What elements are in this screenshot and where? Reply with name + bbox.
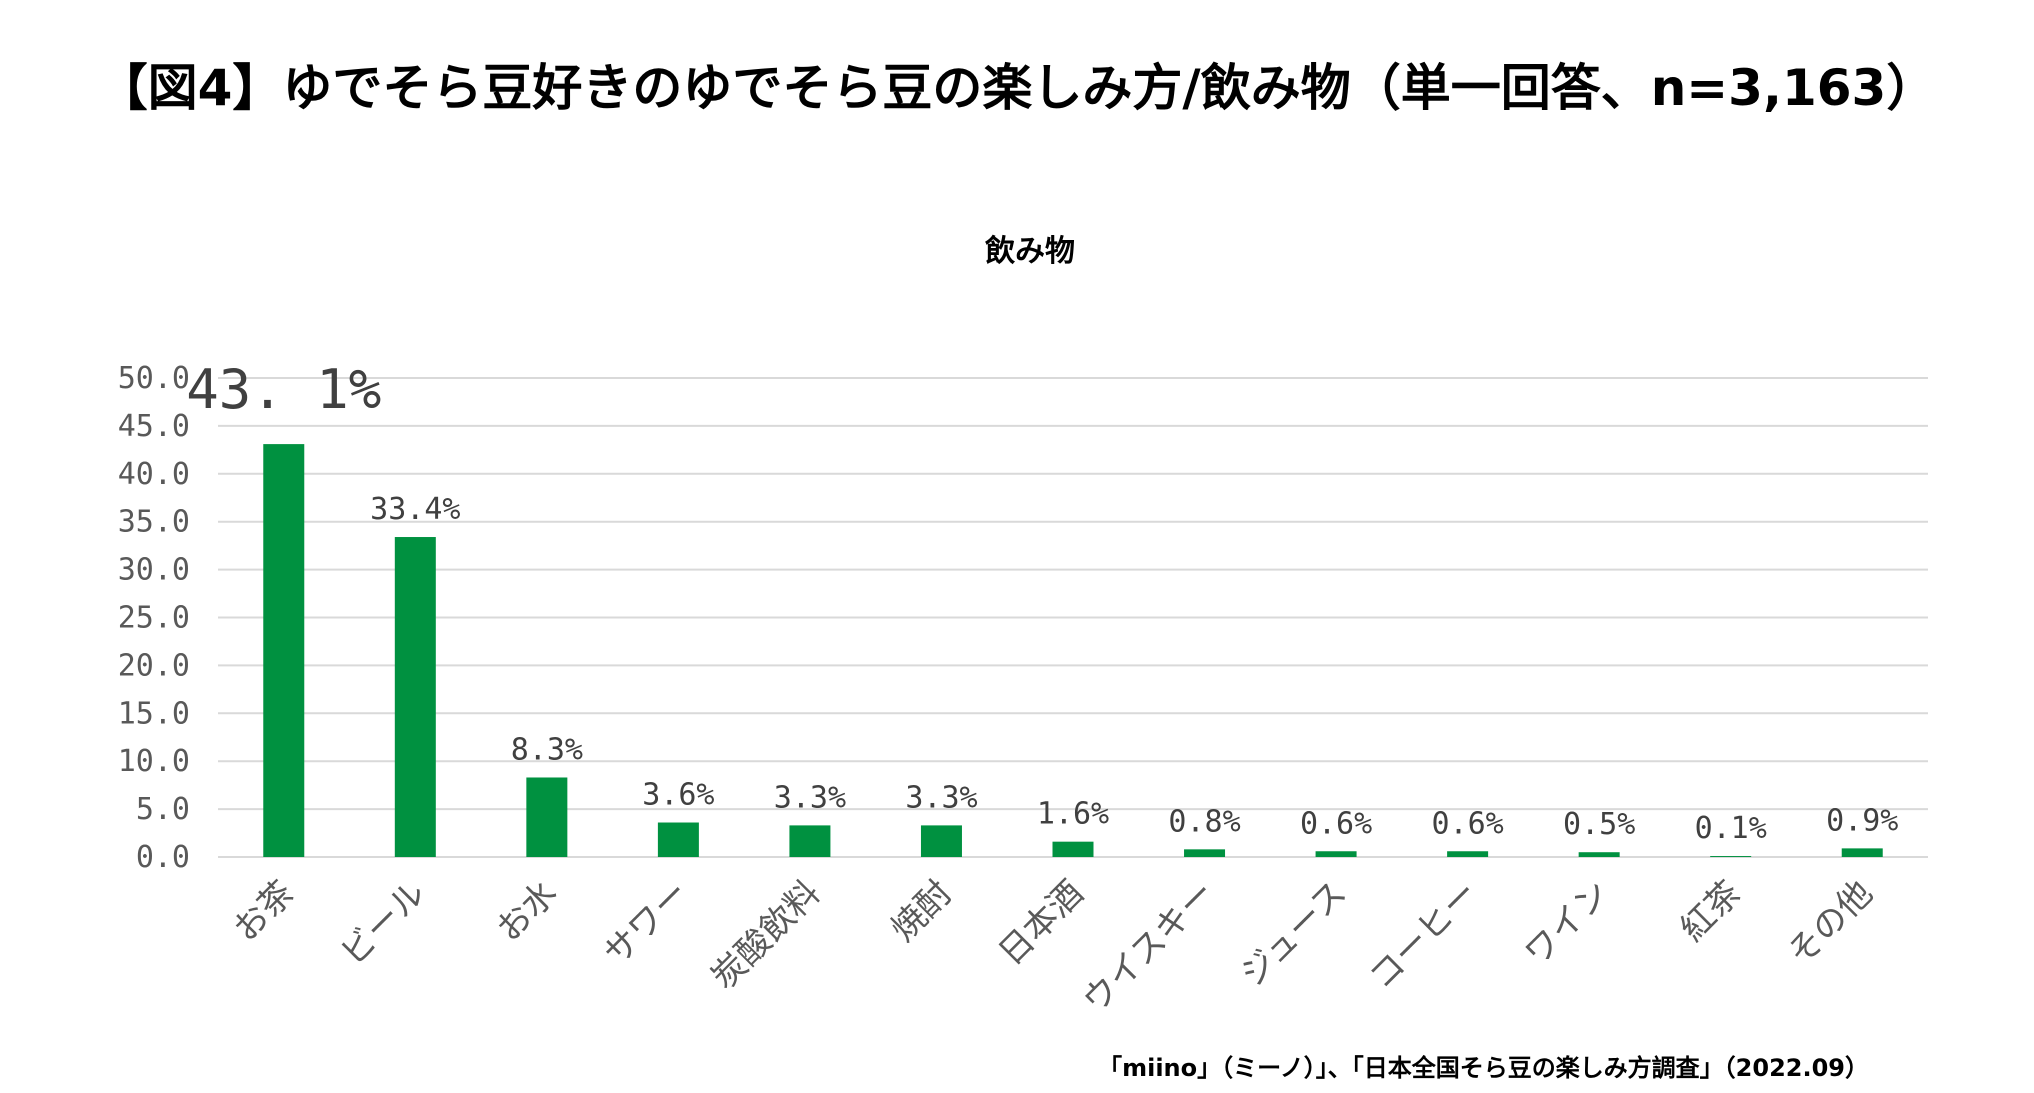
data-label: 3.3% [905, 780, 977, 815]
bar [394, 537, 436, 857]
y-tick-label: 5.0 [136, 792, 190, 827]
category-label: ジュース [1233, 873, 1355, 995]
bar [657, 822, 699, 857]
bar [1315, 851, 1357, 857]
data-label: 0.8% [1168, 804, 1240, 839]
bar [1447, 851, 1489, 857]
data-label: 0.9% [1826, 803, 1898, 838]
y-axis-ticks: 0.0 5.0 10.0 15.0 20.0 25.0 30.0 35.0 40.0 45.0 50… [118, 361, 190, 875]
category-label: ビール [333, 873, 433, 973]
category-label: 焼酎 [883, 873, 959, 949]
bar [1710, 856, 1752, 857]
data-label: 3.6% [642, 778, 714, 813]
data-label: 3.3% [774, 780, 846, 815]
bar [263, 444, 305, 857]
y-tick-label: 20.0 [118, 648, 190, 683]
chart-title: 飲み物 [985, 234, 1075, 269]
bar [920, 825, 962, 857]
bar [1841, 848, 1883, 857]
category-label: サワー [596, 873, 696, 973]
category-label: その他 [1780, 873, 1880, 973]
category-label: 炭酸飲料 [704, 873, 828, 997]
data-label: 0.1% [1695, 811, 1767, 846]
bar [789, 825, 831, 857]
category-label: 日本酒 [991, 873, 1091, 973]
data-label: 43. 1% [186, 358, 381, 421]
y-tick-label: 10.0 [118, 744, 190, 779]
source-note: 「miino」（ミーノ）」、「日本全国そら豆の楽しみ方調査」（2022.09） [1098, 1054, 1869, 1082]
data-label: 0.6% [1300, 806, 1372, 841]
data-label: 0.6% [1431, 806, 1503, 841]
data-label: 33.4% [370, 492, 460, 527]
category-label: お水 [489, 873, 565, 949]
category-label: 紅茶 [1673, 873, 1749, 949]
data-label: 0.5% [1563, 807, 1635, 842]
data-labels: 43. 1% 33.4% 8.3% 3.6% 3.3% 3.3% 1.6% 0.8% 0.6% 0… [186, 358, 1898, 846]
y-tick-label: 50.0 [118, 361, 190, 396]
data-label: 1.6% [1037, 797, 1109, 832]
y-tick-label: 25.0 [118, 601, 190, 636]
category-label: ウイスキー [1075, 873, 1223, 1021]
category-label: ワイン [1517, 873, 1617, 973]
grid-lines [218, 377, 1928, 858]
bar [526, 777, 568, 857]
y-tick-label: 40.0 [118, 457, 190, 492]
category-label: コーヒー [1362, 873, 1486, 997]
bar [1184, 849, 1226, 857]
bar [1578, 852, 1620, 857]
y-tick-label: 45.0 [118, 409, 190, 444]
bar [1052, 841, 1094, 857]
data-label: 8.3% [511, 732, 583, 767]
page-title: 【図4】ゆでそら豆好きのゆでそら豆の楽しみ方/飲み物（単一回答、n=3,163） [97, 59, 1937, 117]
y-tick-label: 35.0 [118, 505, 190, 540]
bars [263, 444, 1883, 857]
category-label: お茶 [226, 873, 302, 949]
y-tick-label: 0.0 [136, 840, 190, 875]
y-tick-label: 15.0 [118, 696, 190, 731]
y-tick-label: 30.0 [118, 553, 190, 588]
